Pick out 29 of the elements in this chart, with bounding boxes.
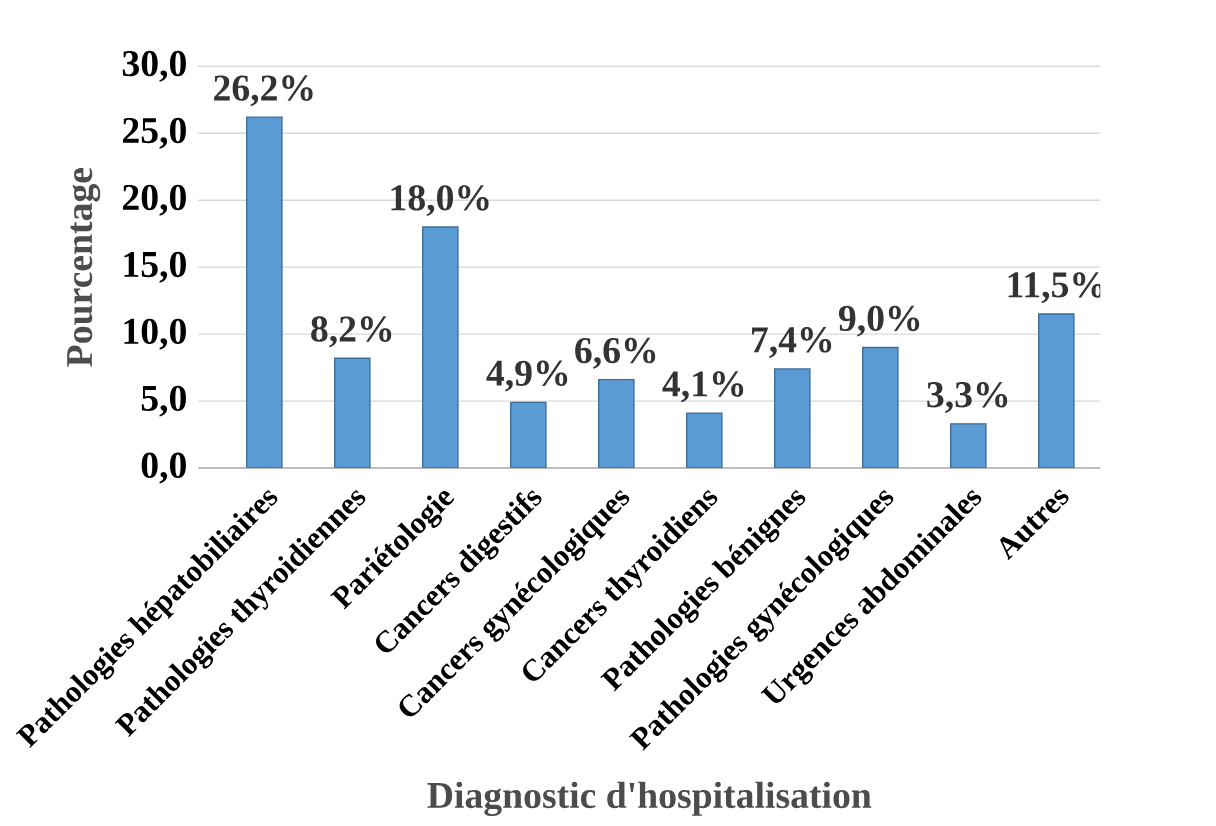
y-tick-label: 10,0 bbox=[124, 318, 186, 350]
y-tick-label: 30,0 bbox=[122, 50, 186, 82]
data-label: 4,1% bbox=[662, 371, 744, 402]
y-tick-label: 20,0 bbox=[122, 184, 186, 216]
bar bbox=[950, 422, 987, 468]
y-axis-title: Pourcentage bbox=[67, 167, 101, 367]
x-axis-title: Diagnostic d'hospitalisation bbox=[427, 781, 872, 816]
bar bbox=[686, 412, 723, 468]
data-label: 7,4% bbox=[752, 326, 832, 358]
y-tick-label: 5,0 bbox=[141, 385, 186, 417]
bar bbox=[334, 357, 371, 468]
bar bbox=[598, 378, 635, 468]
data-label: 8,2% bbox=[311, 316, 392, 348]
y-tick-label: 0,0 bbox=[141, 452, 186, 484]
bar bbox=[510, 401, 547, 468]
data-label: 18,0% bbox=[391, 184, 489, 216]
data-label: 3,3% bbox=[927, 381, 1008, 413]
bar bbox=[774, 368, 811, 468]
bar bbox=[246, 116, 283, 468]
y-tick-label: 15,0 bbox=[124, 251, 186, 283]
data-label: 9,0% bbox=[838, 305, 920, 337]
bar bbox=[862, 346, 899, 468]
data-label: 11,5% bbox=[1008, 272, 1104, 303]
bar bbox=[422, 226, 459, 468]
data-label: 4,9% bbox=[486, 360, 568, 392]
y-tick-label: 25,0 bbox=[122, 117, 186, 149]
data-label: 6,6% bbox=[575, 337, 656, 369]
data-label: 26,2% bbox=[214, 75, 313, 107]
bar bbox=[1038, 313, 1075, 468]
